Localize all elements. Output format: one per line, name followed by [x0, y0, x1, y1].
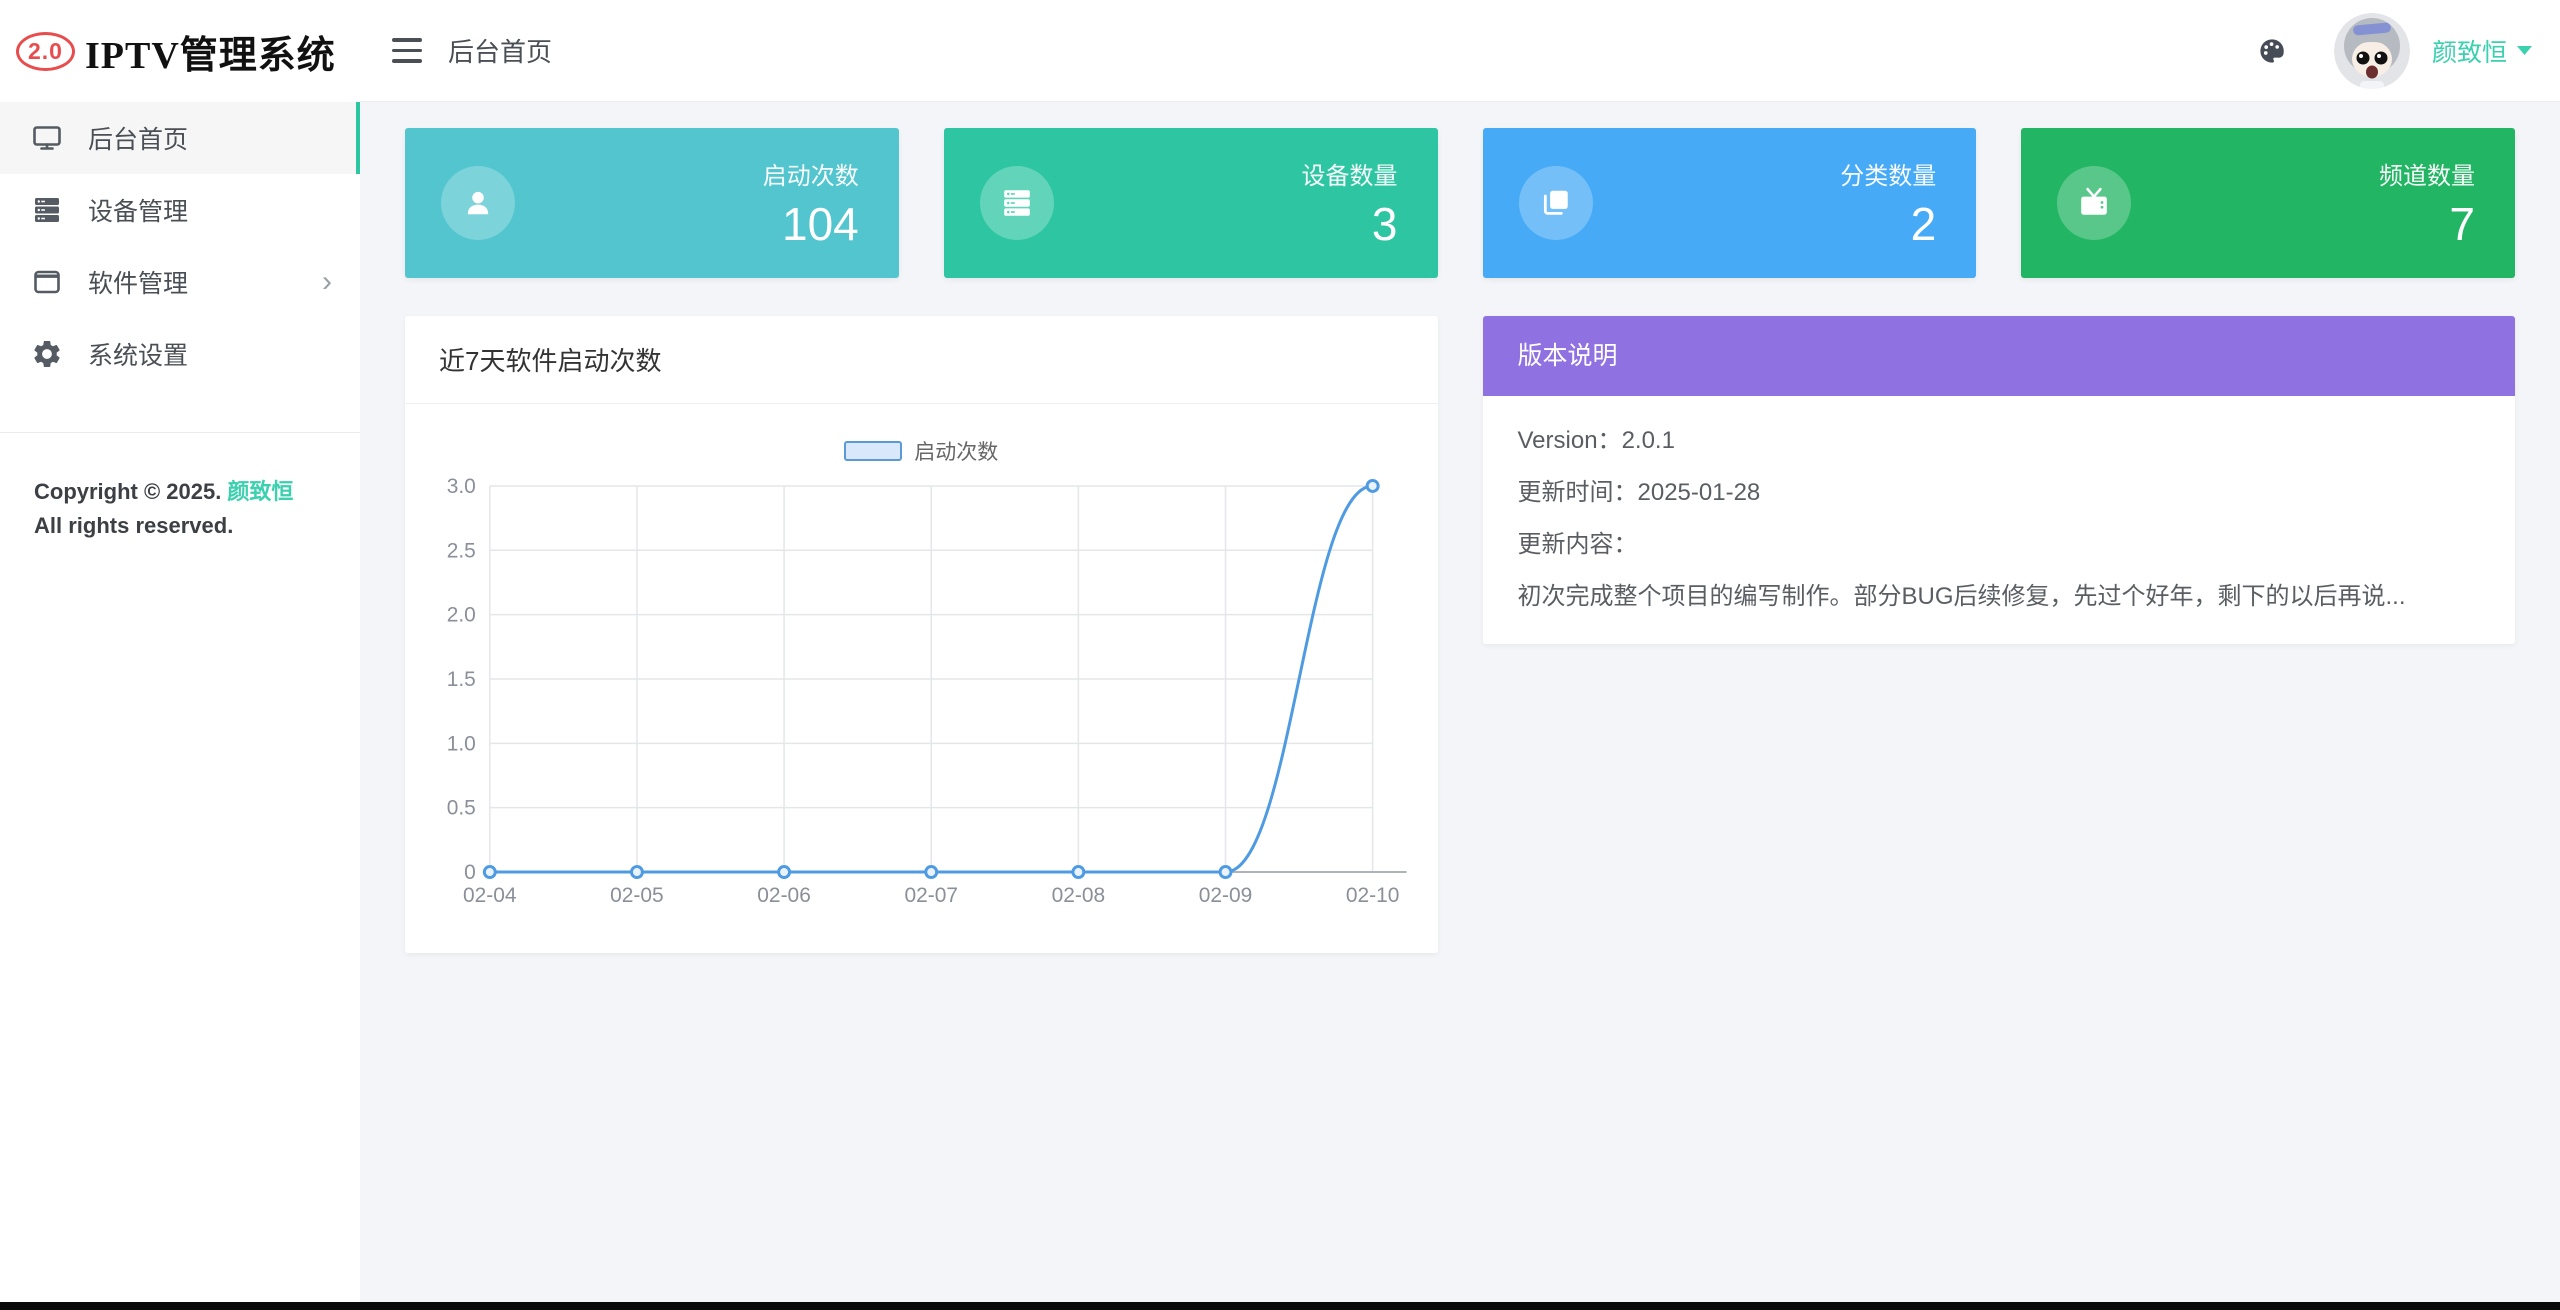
gear-icon [32, 339, 62, 369]
svg-text:02-10: 02-10 [1346, 884, 1400, 907]
chart-card: 近7天软件启动次数 启动次数 02-04 02-05 02-06 02-07 02-08… [405, 316, 1438, 953]
svg-text:02-06: 02-06 [757, 884, 811, 907]
stat-value: 3 [1371, 197, 1398, 250]
stat-card-device-count: 设备数量 3 [943, 128, 1438, 278]
sidebar-menu: 后台首页 [0, 102, 360, 390]
svg-text:0: 0 [464, 861, 476, 884]
stat-card-launch-count: 启动次数 104 [405, 128, 899, 278]
svg-text:0.5: 0.5 [447, 797, 476, 820]
sidebar-divider [0, 432, 360, 433]
sidebar-item-software[interactable]: 软件管理 › [0, 246, 360, 318]
chevron-down-icon[interactable] [2517, 45, 2532, 56]
stat-card-channel-count: 频道数量 7 [2021, 128, 2515, 278]
version-card-header: 版本说明 [1482, 316, 2515, 396]
monitor-icon [32, 123, 62, 153]
copyright: Copyright © 2025. 颜致恒 All rights reserved. [0, 433, 360, 585]
sidebar-item-devices[interactable]: 设备管理 [0, 174, 360, 246]
version-line: Version：2.0.1 [1517, 427, 1675, 454]
server-icon [979, 166, 1054, 240]
stats-row: 启动次数 104 [405, 128, 2515, 278]
version-card-body: Version：2.0.1 更新时间：2025-01-28 更新内容： 初次完成… [1483, 396, 2516, 644]
sidebar-item-label: 设备管理 [88, 198, 189, 226]
chart-legend[interactable]: 启动次数 [405, 436, 1438, 466]
app-title: IPTV管理系统 [84, 34, 336, 77]
sidebar-item-label: 软件管理 [88, 270, 189, 298]
sidebar-item-settings[interactable]: 系统设置 [0, 318, 360, 390]
main-area: 后台首页 [360, 0, 2560, 1302]
panels: 近7天软件启动次数 启动次数 02-04 02-05 02-06 02-07 02-08… [405, 316, 2515, 953]
copyright-suffix: All rights reserved. [34, 513, 234, 539]
legend-swatch[interactable] [844, 441, 903, 461]
svg-text:2.5: 2.5 [447, 539, 476, 562]
sidebar-item-label: 后台首页 [88, 126, 189, 154]
content: 启动次数 104 [360, 102, 2560, 1302]
breadcrumb: 后台首页 [448, 37, 553, 67]
app-logo[interactable]: 2.0 IPTV管理系统 [0, 0, 360, 102]
server-icon [32, 195, 62, 225]
legend-label[interactable]: 启动次数 [914, 441, 999, 464]
sidebar: 2.0 IPTV管理系统 后台首页 [0, 0, 360, 1302]
bottom-bar [0, 1302, 2560, 1310]
chevron-right-icon: › [322, 265, 332, 298]
palette-icon[interactable] [2258, 37, 2286, 65]
line-chart[interactable]: 02-04 02-05 02-06 02-07 02-08 02-09 02-10 0 0.5 1… [405, 470, 1438, 939]
user-icon [441, 166, 515, 240]
svg-text:2.0: 2.0 [447, 604, 476, 627]
svg-text:02-07: 02-07 [904, 884, 958, 907]
hamburger-menu-icon[interactable] [392, 38, 422, 63]
svg-text:3.0: 3.0 [447, 475, 476, 498]
version-card: 版本说明 Version：2.0.1 更新时间：2025-01-28 更新内容：… [1482, 316, 2516, 644]
svg-text:02-04: 02-04 [463, 884, 517, 907]
stat-value: 104 [782, 197, 859, 250]
tv-icon [2057, 166, 2132, 240]
copyright-prefix: Copyright © 2025. [34, 479, 222, 504]
stat-card-category-count: 分类数量 2 [1482, 128, 1977, 278]
stat-label: 分类数量 [1840, 162, 1937, 190]
window-icon [32, 267, 62, 297]
avatar[interactable] [2333, 12, 2410, 89]
topbar-right: 颜致恒 [2258, 12, 2532, 89]
topbar: 后台首页 [360, 0, 2560, 102]
sidebar-item-dashboard[interactable]: 后台首页 [0, 102, 360, 174]
svg-text:02-09: 02-09 [1199, 884, 1253, 907]
svg-text:02-08: 02-08 [1052, 884, 1106, 907]
chart-title: 近7天软件启动次数 [405, 316, 1438, 404]
username[interactable]: 颜致恒 [2431, 38, 2507, 67]
sidebar-item-label: 系统设置 [88, 342, 189, 370]
stat-label: 频道数量 [2379, 162, 2475, 190]
stat-label: 启动次数 [762, 162, 859, 190]
stat-value: 2 [1910, 197, 1937, 250]
folders-icon [1518, 166, 1593, 240]
svg-text:02-05: 02-05 [610, 884, 664, 907]
svg-text:1.0: 1.0 [447, 732, 476, 755]
updated-line: 更新时间：2025-01-28 [1517, 479, 1761, 506]
stat-label: 设备数量 [1301, 162, 1398, 190]
svg-text:1.5: 1.5 [447, 668, 476, 691]
copyright-author-link[interactable]: 颜致恒 [227, 479, 294, 504]
content-text-line: 初次完成整个项目的编写制作。部分BUG后续修复，先过个好年，剩下的以后再说... [1517, 583, 2406, 610]
content-label-line: 更新内容： [1517, 531, 1638, 558]
stat-value: 7 [2449, 197, 2475, 250]
logo-version-badge: 2.0 [16, 31, 75, 71]
